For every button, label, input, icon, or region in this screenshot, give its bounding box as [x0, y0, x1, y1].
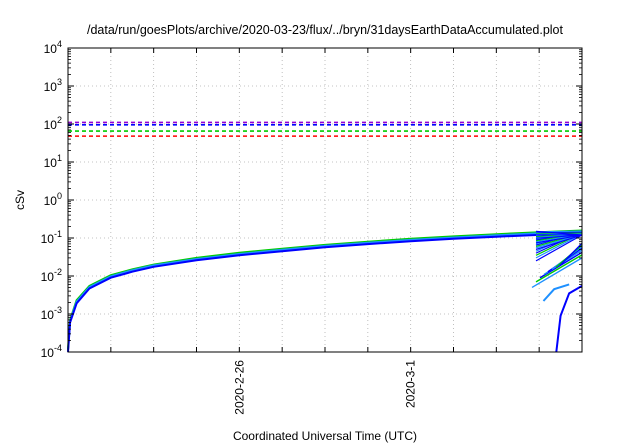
y-tick-base: 10 — [44, 156, 58, 170]
chart-title: /data/run/goesPlots/archive/2020-03-23/f… — [87, 23, 563, 37]
y-tick-label: 102 — [44, 115, 62, 132]
y-tick-label: 101 — [44, 153, 62, 170]
axis-ticks: 10-410-310-210-11001011021031042020-2-26… — [41, 39, 582, 415]
y-tick-label: 10-2 — [41, 267, 62, 284]
threshold-lines — [68, 121, 582, 137]
y-tick-label: 100 — [44, 191, 62, 208]
y-tick-exponent: 2 — [57, 115, 62, 125]
y-tick-label: 10-4 — [41, 343, 62, 360]
y-tick-exponent: -2 — [54, 267, 62, 277]
y-tick-label: 10-3 — [41, 305, 62, 322]
x-axis-label: Coordinated Universal Time (UTC) — [233, 429, 417, 443]
y-tick-base: 10 — [41, 346, 55, 360]
y-tick-label: 104 — [44, 39, 62, 56]
burst-trace — [535, 234, 583, 244]
x-tick-label: 2020-3-1 — [404, 360, 418, 408]
burst-trace — [542, 283, 570, 302]
y-tick-exponent: 4 — [57, 39, 62, 49]
y-axis-label: cSv — [13, 190, 27, 210]
y-tick-exponent: -4 — [54, 343, 62, 353]
burst-lines — [531, 230, 583, 353]
burst-trace — [535, 230, 583, 236]
y-tick-label: 103 — [44, 77, 62, 94]
burst-trace — [555, 285, 583, 353]
y-tick-exponent: 3 — [57, 77, 62, 87]
y-tick-exponent: 0 — [57, 191, 62, 201]
y-tick-base: 10 — [44, 194, 58, 208]
x-tick-label: 2020-2-26 — [232, 360, 246, 415]
y-tick-label: 10-1 — [41, 229, 62, 246]
burst-trace — [535, 234, 583, 239]
y-tick-base: 10 — [44, 80, 58, 94]
burst-trace — [535, 254, 583, 283]
y-tick-base: 10 — [41, 232, 55, 246]
burst-trace — [535, 234, 583, 251]
series-line — [67, 232, 583, 353]
burst-trace — [559, 242, 583, 266]
y-tick-base: 10 — [41, 270, 55, 284]
y-tick-exponent: 1 — [57, 153, 62, 163]
y-tick-exponent: -3 — [54, 305, 62, 315]
y-tick-base: 10 — [41, 308, 55, 322]
burst-trace — [531, 257, 583, 289]
burst-trace — [535, 234, 583, 262]
grid — [68, 48, 582, 352]
series-lines — [67, 229, 583, 353]
y-tick-exponent: -1 — [54, 229, 62, 239]
y-tick-base: 10 — [44, 42, 58, 56]
y-tick-base: 10 — [44, 118, 58, 132]
